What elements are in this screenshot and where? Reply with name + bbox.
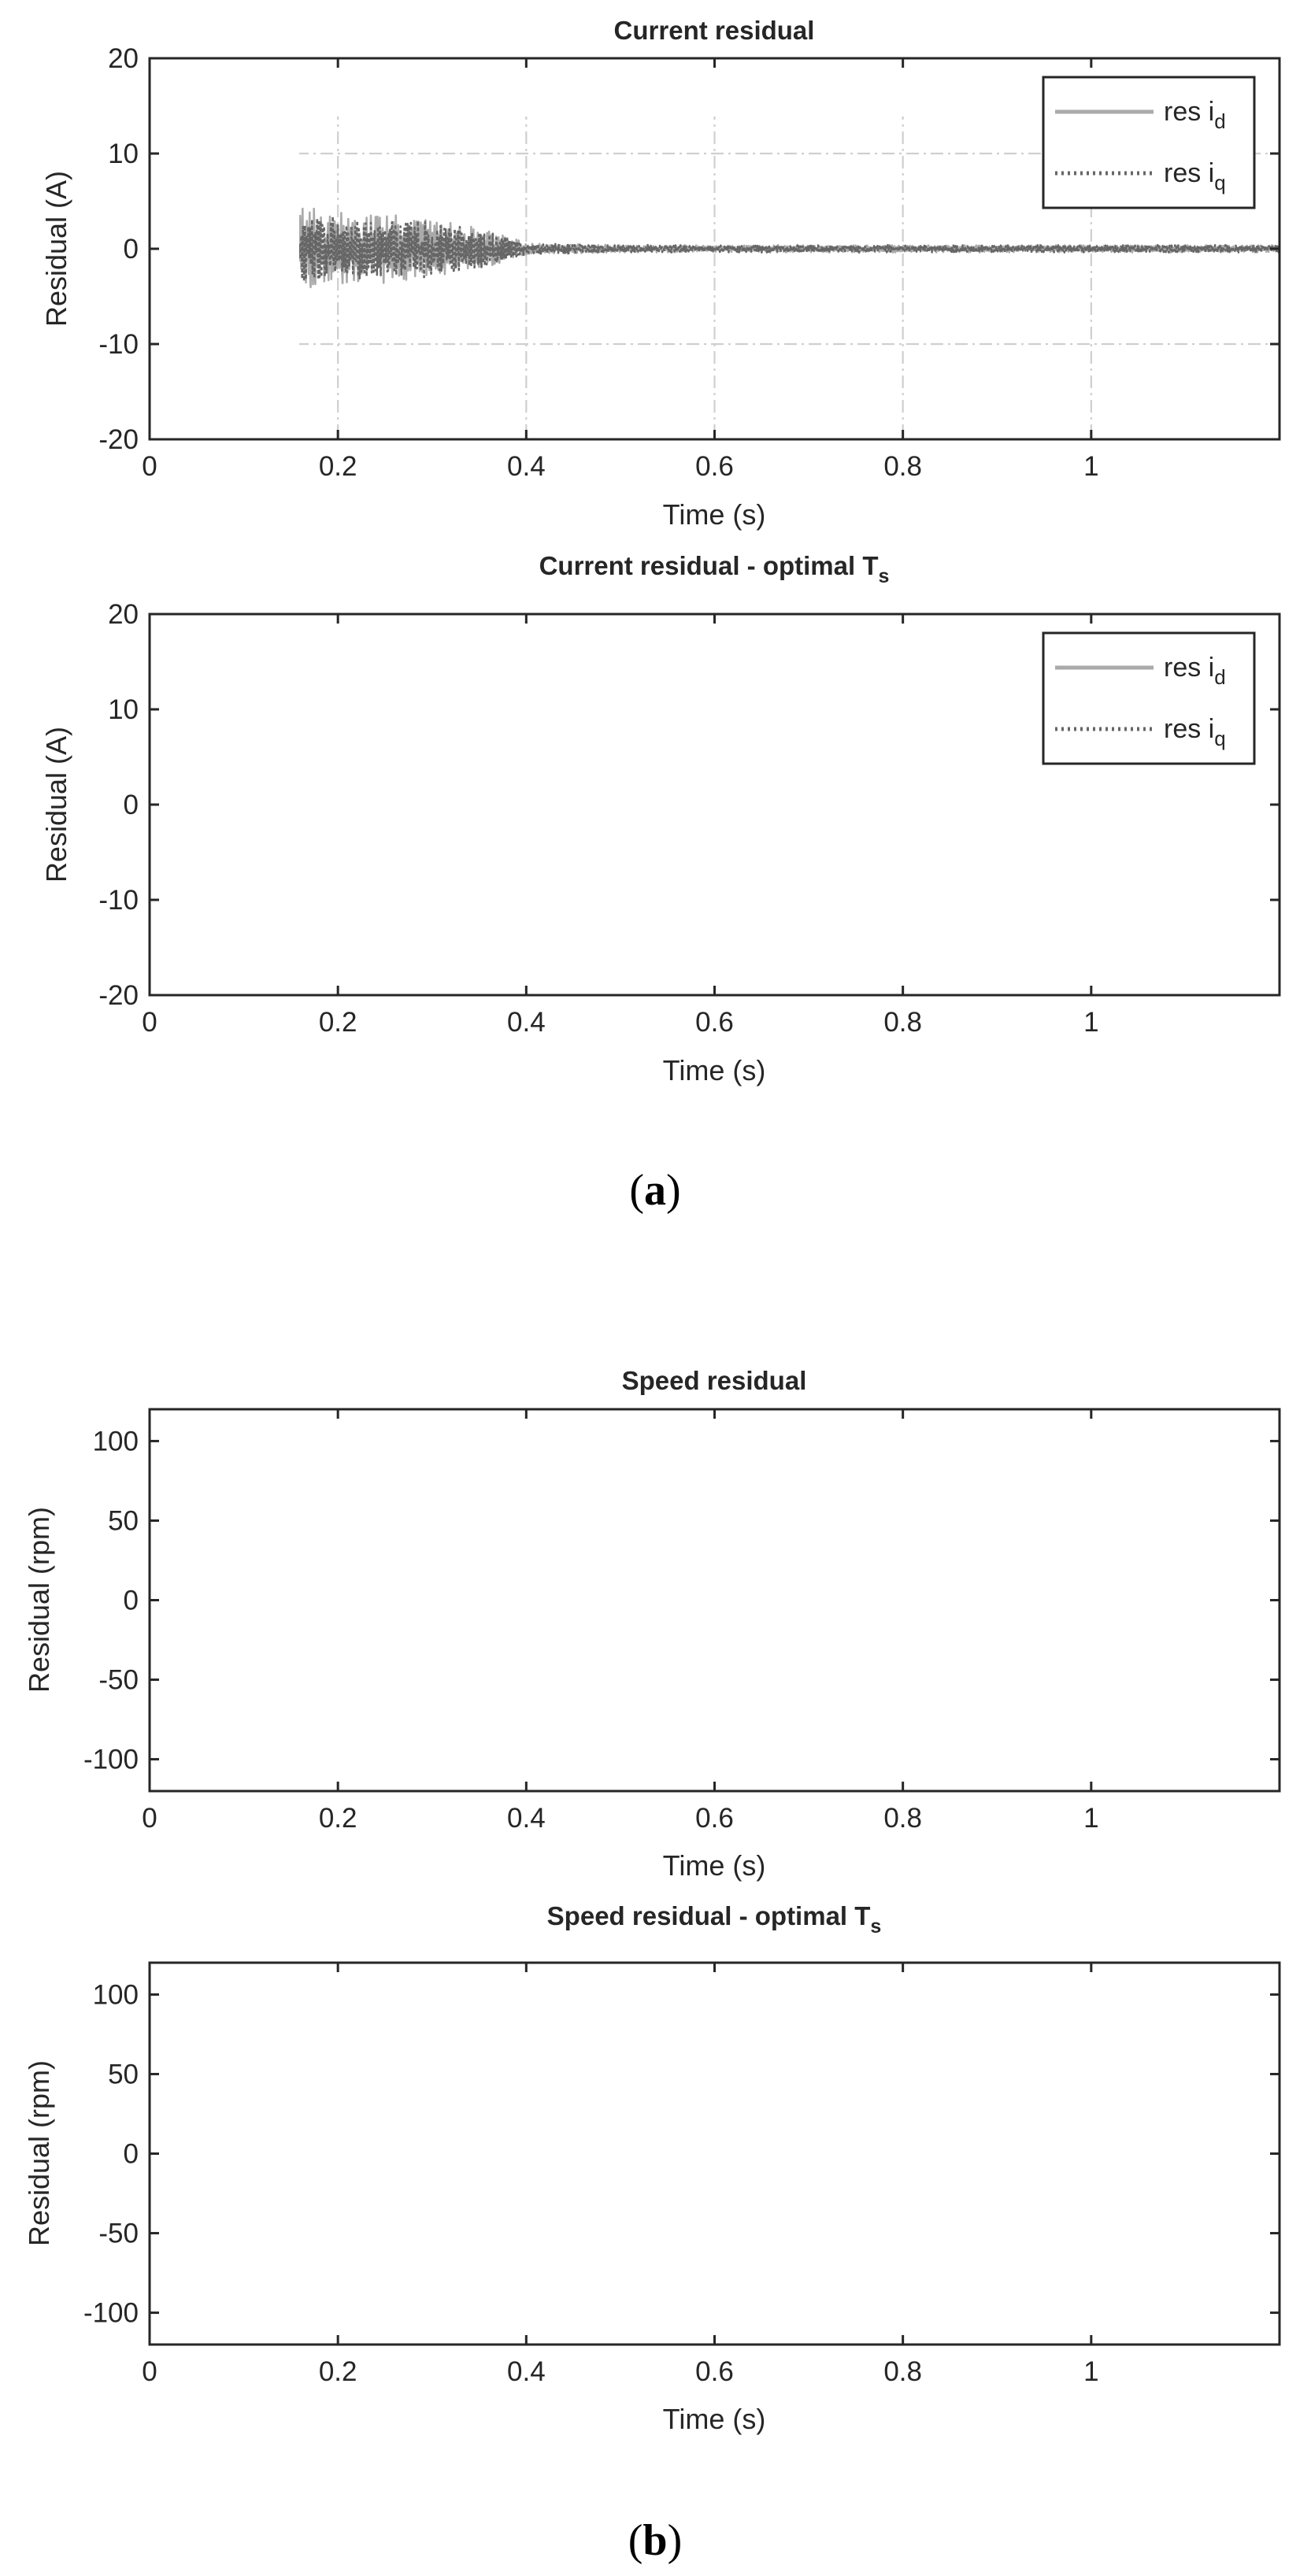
y-ticks: 100 50 0 -50 -100 [83, 1426, 1280, 1775]
axes-frame [148, 1408, 1281, 1793]
x-tick-label: 0.2 [319, 2356, 357, 2387]
series-line-primary [150, 1458, 1280, 1784]
axes-frame [148, 1961, 1281, 2346]
y-axis-label: Residual (rpm) [23, 2060, 55, 2246]
gridlines [150, 1409, 1280, 1791]
x-tick-label: 0.8 [883, 1007, 922, 1038]
x-axis-label: Time (s) [663, 2403, 766, 2435]
legend-box [1042, 76, 1256, 209]
y-tick-label: 10 [108, 139, 139, 169]
y-axis-label: Residual (A) [40, 727, 72, 883]
y-tick-label: 100 [93, 1979, 139, 2010]
x-tick-label: 0.6 [695, 1007, 734, 1038]
y-tick-label: 0 [124, 1586, 139, 1616]
y-ticks: 20 10 0 -10 -20 [98, 599, 1280, 1011]
y-tick-label: -100 [83, 1745, 139, 1775]
y-tick-label: 0 [124, 2139, 139, 2170]
plot-area [299, 117, 1281, 439]
x-axis-label: Time (s) [663, 1054, 766, 1086]
gridlines [150, 1963, 1280, 2345]
y-axis-label: Residual (A) [40, 171, 72, 327]
legend-entry-d: res id [1164, 97, 1226, 133]
y-tick-label: 20 [108, 43, 139, 74]
x-tick-label: 0.2 [319, 1803, 357, 1834]
y-tick-label: -20 [98, 980, 139, 1011]
x-ticks: 0 0.2 0.4 0.6 0.8 1 [142, 1409, 1099, 1834]
legend: res id res iq [1042, 76, 1256, 209]
x-tick-label: 0 [142, 2356, 157, 2387]
x-tick-label: 0.8 [883, 451, 922, 482]
y-tick-label: -100 [83, 2298, 139, 2329]
x-ticks: 0 0.2 0.4 0.6 0.8 1 [142, 614, 1099, 1038]
x-axis-label: Time (s) [663, 1849, 766, 1882]
x-tick-label: 0 [142, 451, 157, 482]
x-tick-label: 0.2 [319, 1007, 357, 1038]
y-ticks: 20 10 0 -10 -20 [98, 43, 1280, 455]
y-tick-label: -10 [98, 329, 139, 360]
y-tick-label: 20 [108, 599, 139, 630]
chart-title: Speed residual - optimal Ts [547, 1901, 882, 1938]
x-tick-label: 0.2 [319, 451, 357, 482]
series-line-secondary [299, 215, 1281, 283]
y-tick-label: 0 [124, 790, 139, 820]
y-tick-label: 50 [108, 2059, 139, 2089]
y-tick-label: -20 [98, 424, 139, 455]
series-line-primary [150, 1999, 1280, 2303]
caption-b: (b) [628, 2516, 682, 2565]
x-tick-label: 0.8 [883, 1803, 922, 1834]
y-axis-label: Residual (rpm) [23, 1507, 55, 1693]
chart-title: Current residual [614, 16, 815, 45]
chart-title: Current residual - optimal Ts [539, 551, 890, 587]
x-tick-label: 0.4 [507, 2356, 546, 2387]
x-tick-label: 0 [142, 1803, 157, 1834]
y-tick-label: -10 [98, 885, 139, 916]
x-tick-label: 1 [1083, 451, 1098, 482]
chart-speed-residual-optimal: Speed residual - optimal Ts 100 50 0 -50 -10… [23, 1901, 1281, 2435]
x-ticks: 0 0.2 0.4 0.6 0.8 1 [142, 1963, 1099, 2387]
legend-entry-d: res id [1164, 653, 1226, 689]
x-axis-label: Time (s) [663, 498, 766, 531]
y-tick-label: -50 [98, 1665, 139, 1696]
caption-a: (a) [629, 1166, 680, 1215]
x-tick-label: 0.4 [507, 1803, 546, 1834]
legend-entry-q: res iq [1164, 158, 1226, 194]
plot-area [150, 1409, 1280, 1791]
legend: res id res iq [1042, 631, 1256, 765]
x-tick-label: 0.6 [695, 2356, 734, 2387]
plot-area [150, 1963, 1280, 2345]
x-tick-label: 1 [1083, 1803, 1098, 1834]
x-tick-label: 0.4 [507, 451, 546, 482]
x-tick-label: 1 [1083, 2356, 1098, 2387]
y-tick-label: 10 [108, 694, 139, 725]
x-tick-label: 0.8 [883, 2356, 922, 2387]
y-ticks: 100 50 0 -50 -100 [83, 1979, 1280, 2329]
y-tick-label: -50 [98, 2219, 139, 2249]
x-tick-label: 0.6 [695, 451, 734, 482]
legend-box [1042, 631, 1256, 765]
chart-current-residual-optimal: Current residual - optimal Ts 20100-10-2… [40, 551, 1281, 1086]
x-tick-label: 1 [1083, 1007, 1098, 1038]
x-tick-label: 0.4 [507, 1007, 546, 1038]
x-tick-label: 0.6 [695, 1803, 734, 1834]
y-tick-label: 50 [108, 1505, 139, 1536]
y-tick-label: 0 [124, 234, 139, 265]
y-tick-label: 100 [93, 1426, 139, 1456]
x-tick-label: 0 [142, 1007, 157, 1038]
chart-title: Speed residual [622, 1366, 807, 1395]
legend-entry-q: res iq [1164, 714, 1226, 750]
x-ticks: 0 0.2 0.4 0.6 0.8 1 [142, 58, 1099, 482]
